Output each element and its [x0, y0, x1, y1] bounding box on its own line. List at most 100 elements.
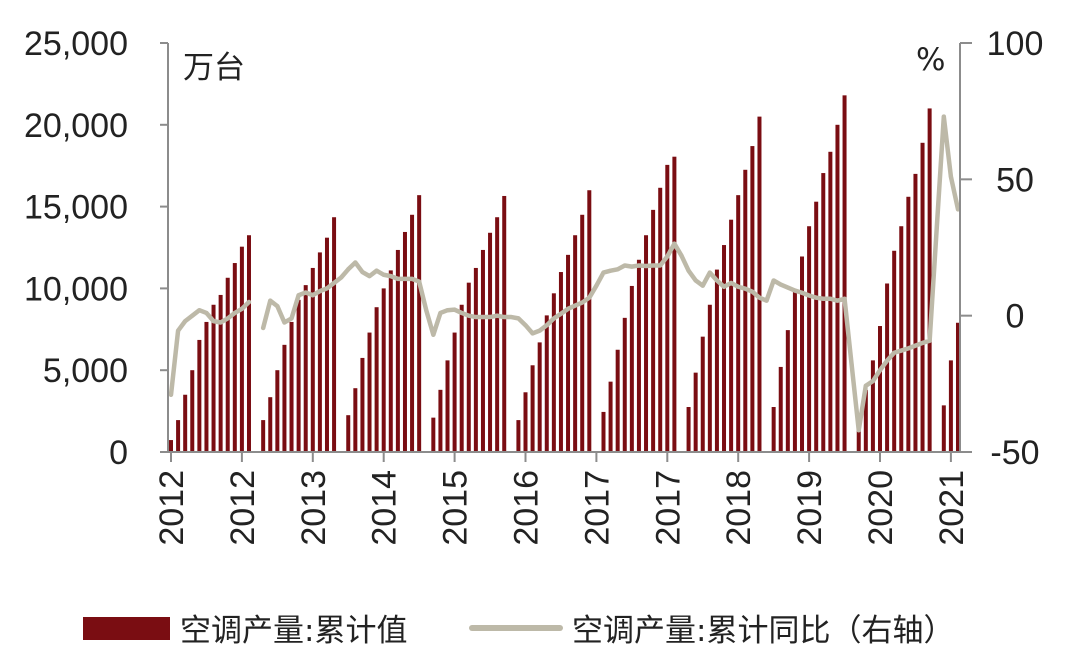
- bar-2013-11: [324, 237, 329, 452]
- bar-2015-09: [480, 249, 485, 452]
- yoy-point-2019-01: [764, 298, 769, 303]
- yoy-point-2012-06: [204, 310, 209, 315]
- yoy-point-2017-01: [594, 283, 599, 288]
- bar-2015-03: [438, 389, 443, 452]
- yoy-point-2018-12: [757, 295, 762, 300]
- bar-2019-12: [842, 95, 847, 452]
- yoy-point-2017-02: [601, 270, 606, 275]
- yoy-point-2019-05: [792, 288, 797, 293]
- bar-series-cumulative-output: [169, 95, 960, 453]
- yoy-point-2014-10: [402, 276, 407, 281]
- yoy-point-2019-09: [821, 296, 826, 301]
- bar-2017-09: [651, 209, 656, 452]
- yoy-point-2018-09: [736, 284, 741, 289]
- bar-2015-02: [431, 417, 436, 452]
- bar-2020-09: [906, 196, 911, 452]
- yoy-point-2019-04: [785, 285, 790, 290]
- bar-2017-03: [608, 381, 613, 452]
- bar-2020-05: [878, 326, 882, 452]
- yoy-point-2020-04: [870, 379, 875, 384]
- bar-2020-02: [856, 424, 861, 452]
- bar-2016-02: [516, 420, 521, 452]
- yoy-point-2014-04: [360, 270, 365, 275]
- bar-2012-02: [176, 420, 181, 452]
- yoy-point-2018-05: [707, 270, 712, 275]
- bar-2016-05: [537, 342, 542, 452]
- bar-2021-04: [955, 322, 960, 452]
- yoy-point-2021-02: [941, 114, 946, 119]
- yoy-point-2012-01: [169, 392, 173, 397]
- x-tick-label: 2016: [508, 470, 546, 546]
- x-tick-label: 2018: [720, 470, 758, 546]
- yoy-point-2019-07: [807, 293, 812, 298]
- bar-2014-08: [388, 270, 393, 452]
- x-tick-label: 2014: [366, 470, 404, 546]
- yoy-point-2013-10: [317, 289, 322, 294]
- yoy-point-2017-11: [665, 254, 670, 259]
- yoy-point-2017-05: [622, 263, 627, 268]
- yoy-point-2020-05: [878, 368, 882, 373]
- bar-2019-10: [828, 151, 833, 453]
- yoy-point-2015-11: [495, 313, 500, 318]
- bar-2015-08: [473, 267, 478, 452]
- yoy-point-2014-07: [381, 272, 386, 277]
- yoy-point-2013-02: [261, 325, 266, 330]
- bar-2020-10: [913, 173, 918, 452]
- x-tick-label: 2017: [578, 470, 616, 546]
- bar-2019-02: [771, 407, 776, 452]
- yoy-point-2019-08: [814, 295, 819, 300]
- yoy-point-2012-11: [239, 306, 244, 311]
- x-tick-label: 2019: [791, 470, 829, 546]
- yoy-point-2012-05: [197, 308, 202, 313]
- yoy-point-2016-11: [580, 300, 585, 305]
- yoy-point-2018-10: [743, 286, 748, 291]
- left-axis-ticks: 0 5,000 10,000 15,000 20,000 25,000: [24, 25, 168, 472]
- bar-2019-06: [800, 256, 805, 452]
- yoy-point-2019-11: [835, 298, 840, 303]
- bar-2013-09: [310, 267, 315, 452]
- bar-2020-03: [863, 389, 868, 452]
- yoy-point-2014-12: [417, 279, 422, 284]
- x-tick-label: 2012: [224, 470, 262, 546]
- yoy-point-2015-01: [424, 308, 429, 313]
- right-axis-unit-label: %: [916, 42, 945, 78]
- x-tick-label: 2020: [862, 470, 900, 546]
- yoy-point-2012-04: [190, 313, 195, 318]
- yoy-point-2019-06: [800, 290, 805, 295]
- bar-2015-04: [445, 360, 450, 452]
- yoy-point-2018-03: [693, 278, 698, 283]
- yoy-point-2016-10: [573, 303, 578, 308]
- bar-2017-11: [665, 164, 670, 452]
- yoy-point-2013-05: [282, 320, 287, 325]
- yoy-point-2020-08: [899, 348, 904, 353]
- bar-2012-04: [190, 370, 195, 452]
- left-tick-label: 5,000: [43, 352, 128, 390]
- bar-2016-07: [551, 293, 556, 452]
- bar-2018-04: [700, 336, 705, 452]
- yoy-point-2016-12: [587, 295, 592, 300]
- yoy-point-2012-09: [225, 316, 230, 321]
- yoy-point-2012-10: [232, 310, 237, 315]
- bar-2014-11: [410, 214, 415, 452]
- yoy-point-2015-10: [488, 315, 493, 320]
- bar-2017-12: [672, 156, 677, 452]
- x-tick-label: 2013: [295, 470, 333, 546]
- bar-2015-12: [502, 195, 507, 452]
- bar-2016-11: [580, 214, 585, 452]
- bar-2014-12: [417, 195, 422, 452]
- yoy-point-2016-07: [551, 316, 556, 321]
- bar-2016-06: [544, 315, 549, 452]
- left-tick-label: 25,000: [24, 25, 128, 63]
- yoy-point-2019-03: [778, 282, 783, 287]
- bar-2017-05: [622, 317, 627, 452]
- x-tick-label: 2021: [933, 470, 971, 546]
- yoy-point-2015-07: [466, 313, 471, 318]
- legend: 空调产量:累计值 空调产量:累计同比（右轴）: [83, 613, 954, 649]
- bar-2019-07: [807, 226, 812, 452]
- yoy-point-2017-12: [672, 241, 677, 246]
- yoy-point-2020-09: [906, 346, 911, 351]
- bar-2013-04: [275, 370, 280, 452]
- yoy-point-2019-10: [828, 296, 833, 301]
- yoy-point-2016-09: [566, 306, 571, 311]
- yoy-point-2016-01: [509, 315, 514, 320]
